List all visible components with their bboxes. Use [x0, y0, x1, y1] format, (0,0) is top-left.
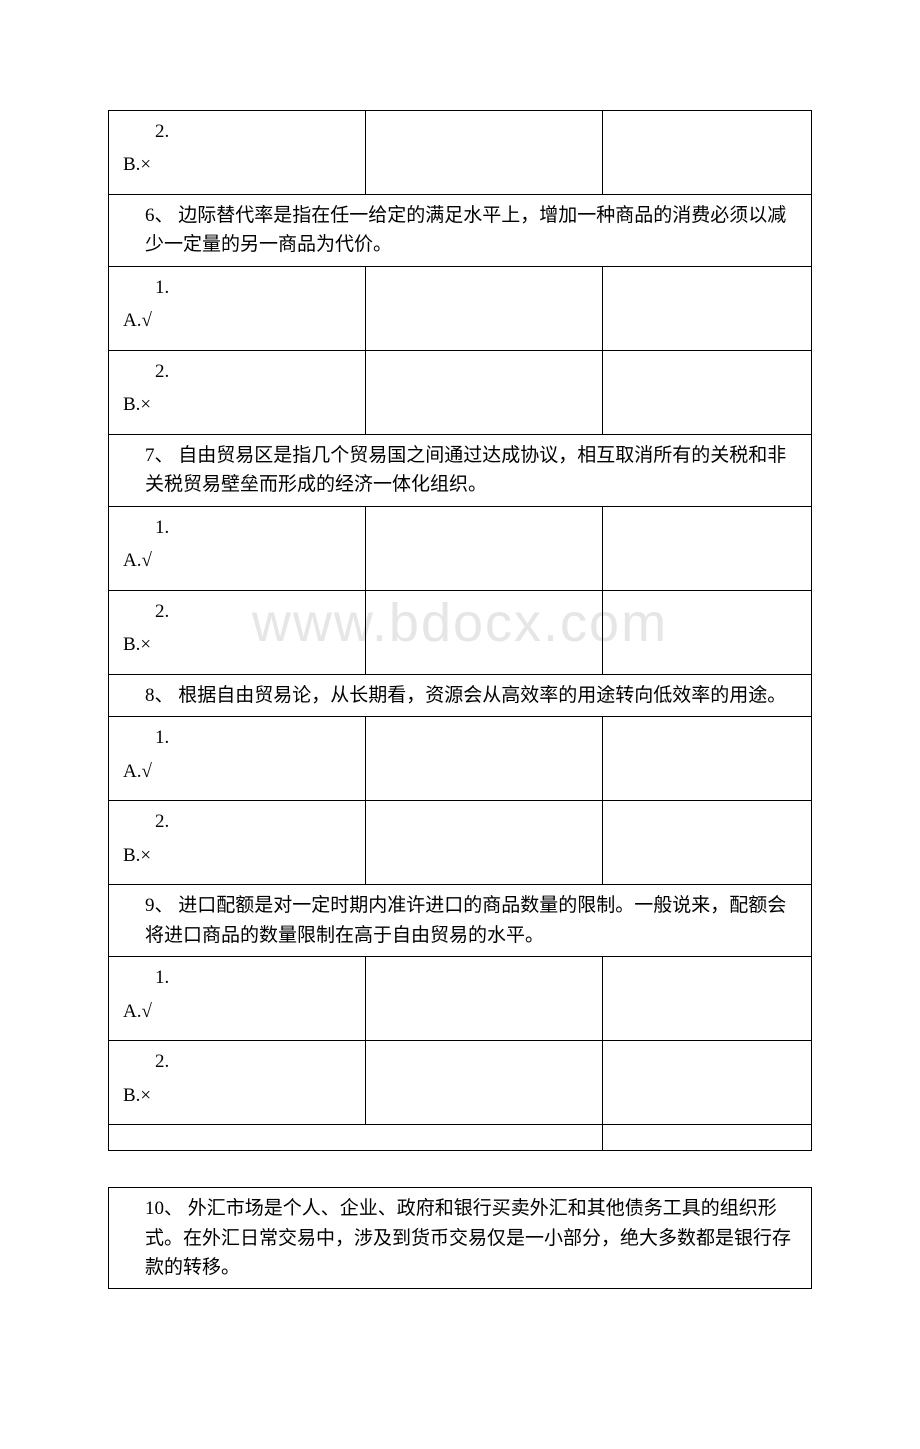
empty-cell [366, 506, 602, 590]
q8-option2-row: 2. B.× [109, 801, 812, 885]
q6-option1-cell: 1. A.√ [109, 266, 366, 350]
q7-text: 7、 自由贸易区是指几个贸易国之间通过达成协议，相互取消所有的关税和非关税贸易壁… [109, 434, 812, 506]
empty-cell [602, 717, 812, 801]
empty-cell [366, 717, 602, 801]
q6-text: 6、 边际替代率是指在任一给定的满足水平上，增加一种商品的消费必须以减少一定量的… [109, 195, 812, 267]
q9-option2-cell: 2. B.× [109, 1041, 366, 1125]
empty-cell [602, 590, 812, 674]
q9-text: 9、 进口配额是对一定时期内准许进口的商品数量的限制。一般说来，配额会将进口商品… [109, 885, 812, 957]
empty-cell [602, 350, 812, 434]
table-gap [108, 1151, 812, 1187]
empty-cell [366, 1041, 602, 1125]
option-value: A.√ [119, 993, 355, 1032]
q8-row: 8、 根据自由贸易论，从长期看，资源会从高效率的用途转向低效率的用途。 [109, 674, 812, 716]
empty-cell [366, 590, 602, 674]
empty-cell [366, 350, 602, 434]
option-number: 2. [119, 1041, 355, 1076]
option-number: 2. [119, 591, 355, 626]
empty-cell [366, 957, 602, 1041]
document-page: www.bdocx.com 2. B.× 6、 边际替代率是指在任一给定的满足水… [0, 0, 920, 1449]
option-number: 1. [119, 267, 355, 302]
q8-option2-cell: 2. B.× [109, 801, 366, 885]
q9-row: 9、 进口配额是对一定时期内准许进口的商品数量的限制。一般说来，配额会将进口商品… [109, 885, 812, 957]
q7-option1-row: 1. A.√ [109, 506, 812, 590]
option-value: B.× [119, 1077, 355, 1116]
questions-table-1: 2. B.× 6、 边际替代率是指在任一给定的满足水平上，增加一种商品的消费必须… [108, 110, 812, 1151]
option-number: 1. [119, 507, 355, 542]
empty-cell [602, 111, 812, 195]
option-number: 2. [119, 351, 355, 386]
empty-cell [602, 266, 812, 350]
q9-option1-row: 1. A.√ [109, 957, 812, 1041]
empty-cell [366, 266, 602, 350]
q10-row: 10、 外汇市场是个人、企业、政府和银行买卖外汇和其他债务工具的组织形式。在外汇… [109, 1188, 812, 1289]
empty-cell [366, 801, 602, 885]
q7-row: 7、 自由贸易区是指几个贸易国之间通过达成协议，相互取消所有的关税和非关税贸易壁… [109, 434, 812, 506]
q8-text: 8、 根据自由贸易论，从长期看，资源会从高效率的用途转向低效率的用途。 [109, 674, 812, 716]
questions-table-2: 10、 外汇市场是个人、企业、政府和银行买卖外汇和其他债务工具的组织形式。在外汇… [108, 1187, 812, 1289]
option-value: B.× [119, 837, 355, 876]
option-number: 1. [119, 717, 355, 752]
q6-option2-row: 2. B.× [109, 350, 812, 434]
q9-option2-row: 2. B.× [109, 1041, 812, 1125]
q7-option1-cell: 1. A.√ [109, 506, 366, 590]
option-number: 2. [119, 801, 355, 836]
q8-option1-row: 1. A.√ [109, 717, 812, 801]
q5-option2-row: 2. B.× [109, 111, 812, 195]
q6-option1-row: 1. A.√ [109, 266, 812, 350]
q6-option2-cell: 2. B.× [109, 350, 366, 434]
empty-cell [602, 801, 812, 885]
q9-option1-cell: 1. A.√ [109, 957, 366, 1041]
q7-option2-cell: 2. B.× [109, 590, 366, 674]
option-value: A.√ [119, 302, 355, 341]
q7-option2-row: 2. B.× [109, 590, 812, 674]
empty-cell [366, 111, 602, 195]
empty-cell [602, 1041, 812, 1125]
option-value: A.√ [119, 542, 355, 581]
option-number: 2. [119, 111, 355, 146]
q5-option2-cell: 2. B.× [109, 111, 366, 195]
q10-text: 10、 外汇市场是个人、企业、政府和银行买卖外汇和其他债务工具的组织形式。在外汇… [109, 1188, 812, 1289]
trailing-empty-row [109, 1125, 812, 1151]
q6-row: 6、 边际替代率是指在任一给定的满足水平上，增加一种商品的消费必须以减少一定量的… [109, 195, 812, 267]
q8-option1-cell: 1. A.√ [109, 717, 366, 801]
option-number: 1. [119, 957, 355, 992]
empty-cell [109, 1125, 603, 1151]
option-value: A.√ [119, 753, 355, 792]
option-value: B.× [119, 386, 355, 425]
empty-cell [602, 957, 812, 1041]
empty-cell [602, 506, 812, 590]
empty-cell [602, 1125, 812, 1151]
option-value: B.× [119, 626, 355, 665]
option-value: B.× [119, 146, 355, 185]
